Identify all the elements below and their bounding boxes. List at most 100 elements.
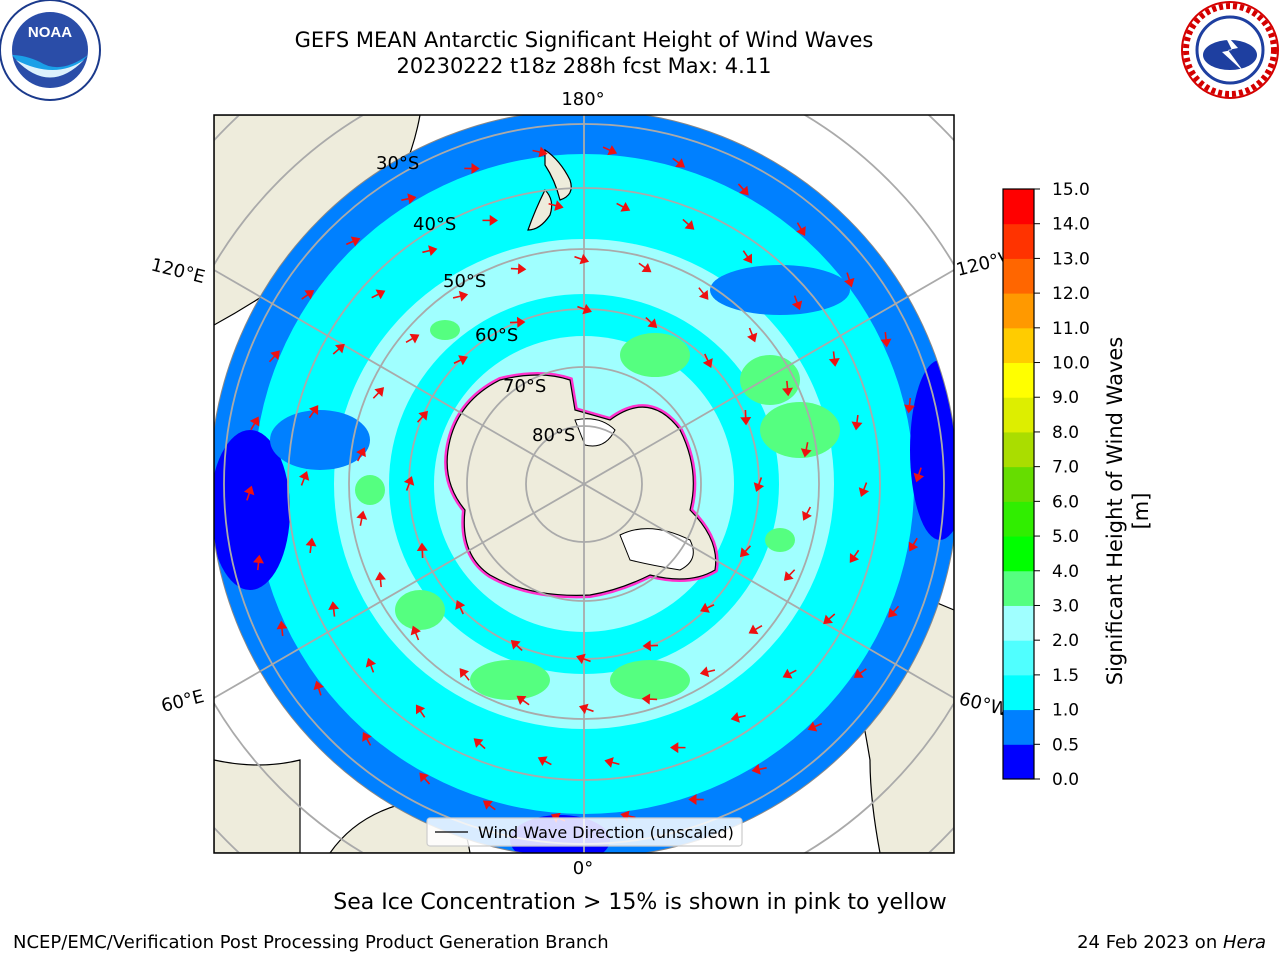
wave-direction-arrow bbox=[416, 410, 429, 423]
colorbar: 0.0 0.5 1.0 1.5 2.0 3.0 4.0 5.0 6.0 7.0 8.0 9.0 10.0… bbox=[1002, 180, 1090, 790]
colorbar-tick-label: 12.0 bbox=[1052, 284, 1090, 304]
colorbar-bin bbox=[1003, 640, 1034, 676]
wave-direction-arrow bbox=[459, 668, 470, 681]
chart-title: GEFS MEAN Antarctic Significant Height o… bbox=[294, 28, 874, 52]
footer-machine: Hera bbox=[1222, 932, 1266, 953]
wave-direction-arrow bbox=[548, 200, 564, 211]
wave-direction-arrow bbox=[853, 668, 867, 678]
lat-label-40: 40°S bbox=[413, 214, 456, 235]
colorbar-bin bbox=[1003, 570, 1034, 606]
wave-direction-arrow bbox=[313, 680, 324, 696]
wave-direction-arrow bbox=[645, 316, 658, 329]
colorbar-bin bbox=[1003, 431, 1034, 468]
wave-direction-arrow bbox=[455, 600, 466, 615]
lat-label-60: 60°S bbox=[475, 325, 518, 346]
wave-direction-arrow bbox=[416, 542, 428, 559]
wave-direction-arrow bbox=[298, 471, 310, 486]
wave-direction-arrow bbox=[782, 668, 797, 679]
svg-text:NOAA: NOAA bbox=[28, 24, 72, 41]
colorbar-bin bbox=[1003, 327, 1034, 364]
colorbar-tick-label: 9.0 bbox=[1052, 388, 1079, 408]
colorbar-bin bbox=[1003, 536, 1034, 572]
wave-direction-arrow bbox=[464, 163, 480, 174]
colorbar-tick-label: 0.5 bbox=[1052, 735, 1079, 755]
lat-label-30: 30°S bbox=[376, 153, 419, 174]
wave-direction-arrow bbox=[782, 380, 793, 397]
lon-label-180: 180° bbox=[561, 89, 604, 110]
wave-direction-arrow bbox=[576, 653, 591, 665]
wave-direction-arrow bbox=[362, 731, 372, 746]
wave-direction-arrow bbox=[641, 693, 658, 705]
colorbar-tick-label: 1.0 bbox=[1052, 701, 1079, 721]
colorbar-tick-label: 3.0 bbox=[1052, 596, 1079, 616]
colorbar-tick-label: 6.0 bbox=[1052, 492, 1079, 512]
wave-direction-arrow bbox=[747, 327, 758, 343]
wave-direction-arrow bbox=[880, 331, 892, 348]
lon-label-120e: 120°E bbox=[149, 254, 207, 288]
colorbar-tick-label: 15.0 bbox=[1052, 180, 1090, 200]
wave-direction-arrow bbox=[268, 350, 280, 363]
wave-direction-arrow bbox=[243, 485, 255, 501]
footer-date-text: 24 Feb 2023 on bbox=[1077, 932, 1223, 953]
lon-label-0: 0° bbox=[573, 858, 593, 879]
wave-direction-arrow bbox=[802, 506, 812, 521]
wave-direction-arrow bbox=[372, 387, 385, 399]
colorbar-bin bbox=[1003, 258, 1034, 294]
wave-direction-arrow bbox=[638, 262, 652, 273]
wave-direction-arrow bbox=[473, 738, 486, 750]
wave-direction-arrow bbox=[422, 245, 438, 256]
wave-direction-arrow bbox=[796, 222, 806, 237]
colorbar-bin bbox=[1003, 605, 1034, 641]
wave-direction-arrow bbox=[578, 703, 594, 715]
wave-direction-arrow bbox=[403, 476, 415, 491]
wave-direction-arrow bbox=[844, 272, 855, 288]
colorbar-bin bbox=[1003, 362, 1034, 398]
wave-direction-arrow bbox=[737, 183, 749, 196]
wave-direction-arrow bbox=[375, 571, 386, 588]
wave-direction-arrow bbox=[308, 405, 319, 419]
colorbar-bin bbox=[1003, 744, 1034, 780]
noaa-logo: NOAA bbox=[0, 0, 101, 101]
wave-direction-arrow bbox=[823, 613, 836, 625]
lon-label-60e: 60°E bbox=[159, 686, 206, 717]
lat-label-70: 70°S bbox=[503, 376, 546, 397]
colorbar-tick-label: 4.0 bbox=[1052, 562, 1079, 582]
colorbar-bin bbox=[1003, 397, 1034, 433]
wave-direction-arrow bbox=[616, 201, 631, 212]
wave-direction-arrow bbox=[371, 289, 386, 300]
wave-direction-arrow bbox=[532, 146, 548, 158]
wave-direction-arrow bbox=[604, 757, 620, 768]
wave-direction-arrow bbox=[849, 549, 860, 563]
wave-direction-arrow bbox=[482, 800, 496, 811]
wave-direction-arrow bbox=[751, 763, 767, 775]
wave-direction-arrow bbox=[405, 333, 420, 344]
lat-label-50: 50°S bbox=[443, 271, 486, 292]
wave-direction-arrow bbox=[682, 218, 695, 230]
wave-direction-arrow bbox=[698, 287, 709, 300]
wave-direction-arrow bbox=[730, 712, 746, 723]
wave-direction-arrow bbox=[509, 316, 526, 328]
colorbar-frame bbox=[1002, 188, 1035, 780]
wave-direction-arrow bbox=[365, 657, 377, 673]
wave-direction-arrow bbox=[740, 409, 752, 426]
wave-direction-arrow bbox=[577, 303, 592, 315]
colorbar-bin bbox=[1003, 223, 1034, 259]
wave-direction-arrow bbox=[276, 620, 288, 637]
wave-direction-arrow bbox=[345, 236, 361, 247]
wave-direction-arrow bbox=[510, 263, 527, 275]
wave-direction-arrow bbox=[452, 290, 469, 302]
wave-direction-arrow bbox=[807, 721, 823, 732]
wave-direction-arrow bbox=[851, 414, 863, 431]
wave-direction-arrow bbox=[356, 510, 368, 526]
colorbar-tick-label: 1.5 bbox=[1052, 666, 1079, 686]
national-weather-service-logo bbox=[1181, 1, 1279, 99]
wave-direction-arrow bbox=[670, 742, 686, 754]
colorbar-tick-label: 14.0 bbox=[1052, 215, 1090, 235]
colorbar-tick-label: 7.0 bbox=[1052, 458, 1079, 478]
wave-direction-arrow bbox=[301, 290, 315, 300]
wave-direction-arrow bbox=[332, 343, 345, 355]
wave-direction-arrow bbox=[672, 157, 686, 168]
colorbar-tick-label: 11.0 bbox=[1052, 319, 1090, 339]
wave-direction-arrow bbox=[913, 467, 925, 483]
land-nz bbox=[527, 148, 572, 231]
